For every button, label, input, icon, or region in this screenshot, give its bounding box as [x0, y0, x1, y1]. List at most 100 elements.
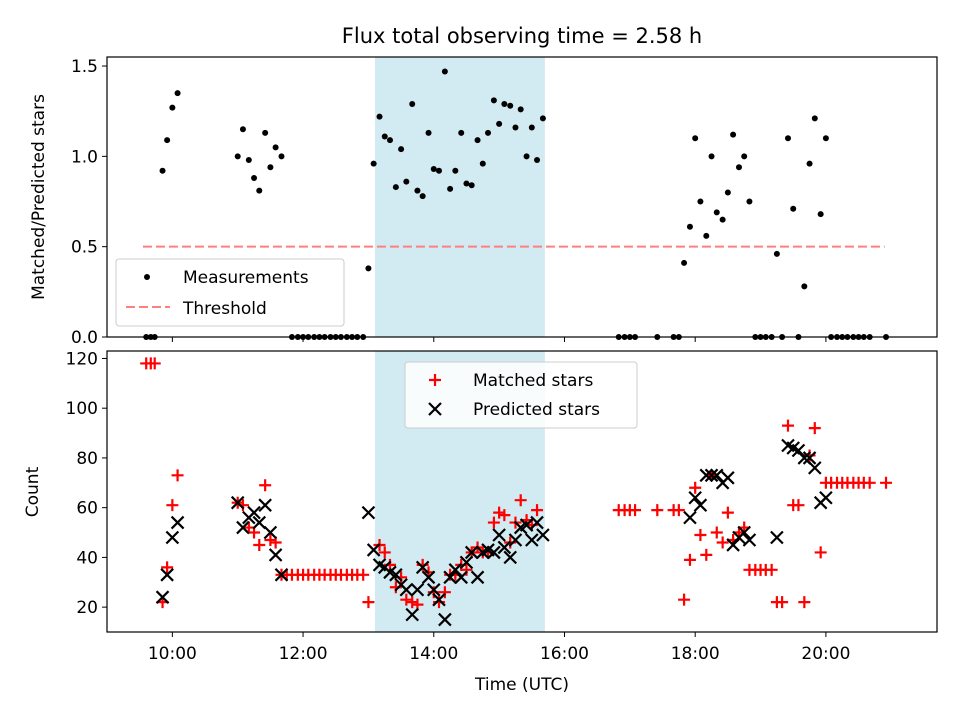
matched-point — [689, 481, 702, 494]
matched-point — [357, 568, 370, 581]
measurement-point — [784, 135, 791, 142]
predicted-point — [405, 607, 419, 622]
predicted-point — [274, 568, 289, 582]
predicted-point — [361, 505, 376, 520]
matched-point — [161, 561, 174, 574]
measurement-point — [164, 137, 171, 144]
predicted-point — [443, 570, 457, 585]
y-tick-label: 60 — [76, 499, 98, 519]
measurement-point — [485, 129, 492, 136]
measurement-point — [523, 153, 530, 160]
predicted-point — [726, 538, 740, 552]
predicted-point — [448, 563, 463, 577]
measurement-point — [681, 259, 688, 266]
matched-point — [651, 504, 664, 517]
measurement-point — [692, 135, 699, 142]
predicted-point — [797, 451, 812, 465]
predicted-point — [421, 570, 436, 585]
measurement-point — [365, 265, 372, 272]
predicted-point — [492, 528, 506, 542]
measurement-point — [539, 115, 546, 122]
matched-point — [493, 506, 506, 519]
predicted-point — [688, 490, 702, 505]
predicted-point — [165, 530, 180, 545]
legend-box — [115, 258, 345, 327]
y-tick-label: 1.5 — [71, 57, 98, 77]
measurement-point — [811, 115, 818, 122]
predicted-point — [487, 545, 501, 560]
matched-point — [171, 469, 184, 482]
predicted-point — [247, 505, 261, 520]
matched-point — [166, 499, 179, 512]
measurement-point — [468, 182, 475, 189]
chart-title: Flux total observing time = 2.58 h — [342, 24, 702, 48]
predicted-point — [454, 570, 468, 585]
predicted-point — [236, 520, 250, 535]
matched-point — [700, 548, 713, 561]
measurement-point — [256, 187, 263, 194]
matched-point — [765, 563, 778, 576]
measurement-point — [234, 153, 241, 160]
top-panel: 0.0 0.5 1.0 1.5 Measurements Threshold — [71, 56, 938, 348]
predicted-point — [399, 582, 414, 597]
matched-point — [880, 476, 893, 489]
legend-box — [404, 361, 638, 429]
predicted-point — [389, 568, 403, 582]
measurement-point — [381, 133, 388, 140]
predicted-point — [503, 550, 518, 565]
predicted-point — [426, 582, 441, 597]
predicted-point — [459, 555, 474, 570]
measurement-point — [436, 167, 442, 174]
legend-predicted-label: Predicted stars — [473, 400, 600, 420]
measurement-point — [174, 90, 181, 97]
matched-point — [460, 563, 473, 576]
y-tick-label: 80 — [76, 449, 98, 469]
legend-matched-marker — [429, 374, 441, 386]
measurement-point — [496, 120, 503, 127]
measurement-point — [479, 160, 486, 167]
measurement-point — [490, 97, 497, 104]
measurement-point — [512, 124, 519, 131]
measurement-point — [278, 153, 285, 160]
x-tick-label: 12:00 — [279, 644, 328, 664]
measurement-point — [386, 137, 393, 144]
matched-point — [259, 479, 272, 492]
measurement-point — [392, 184, 399, 191]
predicted-point — [366, 543, 381, 557]
measurement-point — [159, 167, 166, 174]
predicted-point — [252, 515, 267, 530]
top-ylabel: Matched/Predicted stars — [29, 94, 49, 300]
measurement-point — [267, 164, 274, 171]
predicted-point — [704, 468, 719, 483]
predicted-point — [160, 568, 174, 582]
predicted-point — [170, 515, 185, 530]
predicted-point — [525, 533, 539, 547]
predicted-point — [693, 498, 708, 512]
matched-point — [781, 419, 794, 432]
x-tick-label: 16:00 — [540, 644, 589, 664]
measurement-point — [262, 129, 269, 136]
measurement-point — [239, 126, 246, 133]
measurement-point — [501, 100, 508, 107]
predicted-point — [438, 612, 452, 627]
measurement-point — [370, 160, 377, 167]
predicted-point — [530, 515, 544, 530]
predicted-point — [737, 525, 751, 540]
predicted-point — [742, 533, 757, 547]
measurement-point — [447, 185, 454, 192]
y-tick-label: 0.0 — [71, 328, 98, 348]
predicted-point — [230, 495, 245, 510]
predicted-point — [470, 570, 485, 585]
predicted-point — [819, 490, 833, 505]
y-tick-label: 40 — [76, 548, 98, 568]
matched-point — [710, 526, 723, 539]
predicted-point — [721, 471, 735, 485]
y-tick-label: 20 — [76, 598, 98, 618]
measurement-point — [517, 106, 524, 113]
measurement-point — [403, 178, 410, 185]
matched-point — [438, 586, 451, 599]
predicted-point — [699, 468, 714, 483]
matched-point — [776, 596, 789, 609]
measurement-point — [169, 104, 176, 111]
